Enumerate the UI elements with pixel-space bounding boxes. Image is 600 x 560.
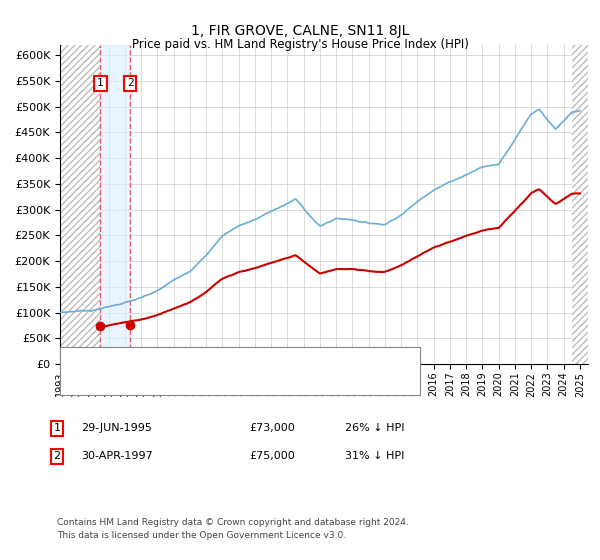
Bar bbox=[100, 45, 130, 364]
Text: £73,000: £73,000 bbox=[249, 423, 295, 433]
Text: ——: —— bbox=[69, 376, 94, 389]
Text: 2: 2 bbox=[127, 78, 134, 88]
Text: 31% ↓ HPI: 31% ↓ HPI bbox=[345, 451, 404, 461]
Text: 1: 1 bbox=[53, 423, 61, 433]
Bar bbox=[60, 45, 100, 364]
Text: 2: 2 bbox=[53, 451, 61, 461]
Text: Price paid vs. HM Land Registry's House Price Index (HPI): Price paid vs. HM Land Registry's House … bbox=[131, 38, 469, 52]
Text: 30-APR-1997: 30-APR-1997 bbox=[81, 451, 153, 461]
Text: 1: 1 bbox=[97, 78, 104, 88]
Text: ——: —— bbox=[69, 354, 94, 367]
Text: 1, FIR GROVE, CALNE, SN11 8JL: 1, FIR GROVE, CALNE, SN11 8JL bbox=[191, 24, 409, 38]
Bar bbox=[572, 45, 588, 364]
Bar bbox=[131, 45, 572, 364]
Text: 26% ↓ HPI: 26% ↓ HPI bbox=[345, 423, 404, 433]
Text: £75,000: £75,000 bbox=[249, 451, 295, 461]
Text: 29-JUN-1995: 29-JUN-1995 bbox=[81, 423, 152, 433]
Text: HPI: Average price, detached house, Wiltshire: HPI: Average price, detached house, Wilt… bbox=[99, 378, 338, 388]
Text: Contains HM Land Registry data © Crown copyright and database right 2024.
This d: Contains HM Land Registry data © Crown c… bbox=[57, 519, 409, 540]
Text: 1, FIR GROVE, CALNE, SN11 8JL (detached house): 1, FIR GROVE, CALNE, SN11 8JL (detached … bbox=[99, 356, 358, 366]
